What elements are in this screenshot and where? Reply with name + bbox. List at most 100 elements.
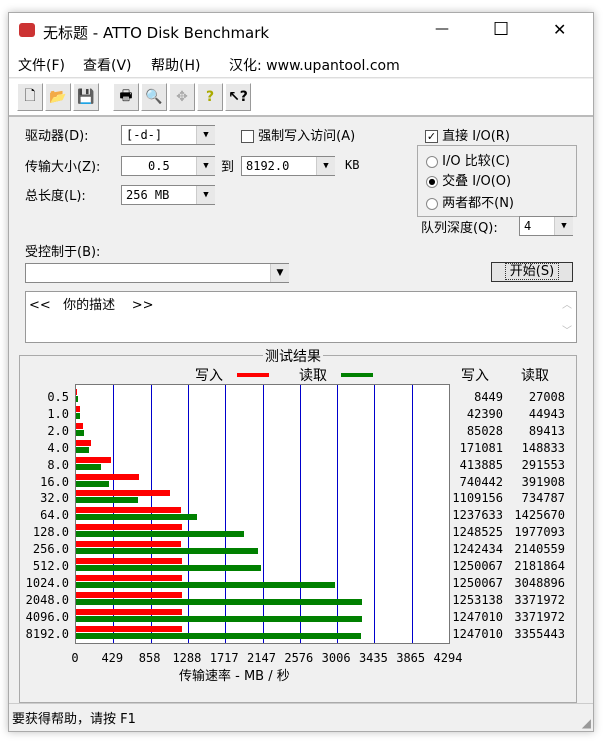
- x-tick-label: 0: [71, 651, 79, 665]
- chevron-down-icon[interactable]: ▼: [196, 126, 215, 144]
- read-value: 1977093: [514, 525, 565, 540]
- x-tick-label: 2147: [247, 651, 276, 665]
- read-value: 148833: [521, 440, 565, 455]
- x-tick-label: 3006: [321, 651, 351, 665]
- total-length-select[interactable]: 256 MB ▼: [121, 185, 215, 205]
- status-text: 要获得帮助，请按 F1: [12, 712, 136, 727]
- status-bar: 要获得帮助，请按 F1 ◢: [9, 703, 593, 732]
- checkbox-icon[interactable]: [241, 130, 254, 143]
- open-icon[interactable]: 📂: [45, 83, 71, 111]
- force-write-checkbox[interactable]: 强制写入访问(A): [241, 125, 355, 144]
- write-value: 1247010: [452, 609, 503, 624]
- write-value: 1242434: [452, 542, 503, 557]
- read-value: 3355443: [514, 626, 565, 641]
- write-value: 8449: [474, 390, 503, 404]
- y-tick-label: 2.0: [47, 423, 69, 438]
- start-button[interactable]: 开始(S): [491, 262, 573, 282]
- write-value: 1237633: [452, 508, 503, 523]
- bar-write: [76, 574, 183, 581]
- bar-write: [76, 456, 112, 463]
- checkmark-icon[interactable]: ✓: [425, 130, 438, 143]
- scroll-down-icon[interactable]: ﹀: [562, 326, 572, 337]
- bar-read: [76, 514, 197, 521]
- y-tick-label: 32.0: [40, 491, 69, 506]
- close-button[interactable]: ✕: [553, 20, 567, 39]
- bar-write: [76, 405, 80, 412]
- x-tick-label: 2576: [284, 651, 314, 665]
- x-tick-label: 429: [101, 651, 124, 665]
- y-tick-label: 0.5: [47, 390, 69, 404]
- bar-write: [76, 625, 182, 632]
- grid-line: [187, 385, 189, 643]
- drive-label: 驱动器(D):: [25, 129, 89, 144]
- chevron-down-icon[interactable]: ▼: [270, 264, 289, 282]
- chevron-down-icon[interactable]: ▼: [316, 157, 335, 175]
- print-preview-icon[interactable]: 🔍: [141, 83, 167, 111]
- direct-io-checkbox[interactable]: ✓ 直接 I/O(R): [425, 129, 510, 144]
- bar-read: [76, 615, 363, 622]
- y-tick-label: 8192.0: [25, 626, 69, 641]
- radio-icon[interactable]: [426, 155, 438, 168]
- write-value: 1253138: [452, 592, 503, 607]
- radio-io-compare[interactable]: I/O 比较(C): [426, 150, 510, 169]
- write-value: 42390: [466, 406, 503, 421]
- menu-file[interactable]: 文件(F): [18, 58, 65, 74]
- print-icon[interactable]: 🖶: [113, 83, 139, 111]
- bar-read: [76, 565, 262, 571]
- bar-read: [76, 412, 80, 419]
- y-tick-label: 512.0: [32, 559, 69, 573]
- x-tick-label: 4294: [433, 651, 463, 665]
- bar-write: [76, 422, 84, 429]
- x-axis-label: 传输速率 - MB / 秒: [179, 669, 290, 684]
- radio-overlapped-io[interactable]: ● 交叠 I/O(O): [426, 170, 511, 189]
- y-tick-label: 2048.0: [25, 592, 69, 607]
- bar-write: [76, 507, 181, 514]
- bar-read: [76, 531, 244, 538]
- bar-read: [76, 581, 335, 588]
- x-tick-label: 3865: [396, 651, 426, 665]
- grid-line: [225, 385, 227, 643]
- results-title: 测试结果: [263, 346, 323, 366]
- bar-read: [76, 446, 89, 453]
- menu-help[interactable]: 帮助(H): [151, 58, 201, 74]
- save-icon[interactable]: 💾: [73, 83, 99, 111]
- controlled-by-select[interactable]: ▼: [25, 263, 289, 283]
- drive-select[interactable]: [-d-] ▼: [121, 125, 215, 145]
- bar-write: [76, 439, 91, 446]
- y-tick-label: 128.0: [32, 525, 69, 540]
- bar-write: [76, 541, 182, 548]
- resize-grip-icon[interactable]: ◢: [581, 716, 591, 730]
- read-value: 391908: [521, 474, 565, 489]
- chevron-down-icon[interactable]: ▼: [554, 217, 573, 235]
- x-tick-label: 1288: [172, 651, 202, 665]
- radio-neither[interactable]: 两者都不(N): [426, 192, 514, 211]
- description-textarea[interactable]: << 你的描述 >> ︿ ﹀: [25, 291, 577, 343]
- chevron-down-icon[interactable]: ▼: [196, 186, 215, 204]
- write-value: 1250067: [452, 559, 503, 573]
- radio-icon[interactable]: [426, 197, 438, 210]
- context-help-icon[interactable]: ↖?: [225, 83, 251, 111]
- help-icon[interactable]: ?: [197, 83, 223, 111]
- radio-selected-icon[interactable]: ●: [426, 175, 438, 188]
- legend-write-label: 写入: [195, 368, 223, 384]
- grid-line: [299, 385, 301, 643]
- menu-view[interactable]: 查看(V): [83, 58, 132, 74]
- transfer-to-select[interactable]: 8192.0 ▼: [241, 156, 335, 176]
- new-icon[interactable]: 🗋: [17, 83, 43, 111]
- y-tick-label: 1.0: [47, 406, 69, 421]
- transfer-from-select[interactable]: 0.5 ▼: [121, 156, 215, 176]
- grid-line: [262, 385, 264, 643]
- move-icon[interactable]: ✥: [169, 83, 195, 111]
- minimize-button[interactable]: —: [435, 21, 449, 37]
- bar-read: [76, 632, 361, 639]
- queue-depth-select[interactable]: 4 ▼: [519, 216, 573, 236]
- app-logo-icon: [19, 23, 35, 37]
- grid-line: [150, 385, 152, 643]
- maximize-button[interactable]: ☐: [493, 19, 510, 40]
- chart-plot-area: [75, 384, 450, 644]
- chevron-down-icon[interactable]: ▼: [196, 157, 215, 175]
- write-value: 85028: [466, 423, 503, 438]
- bar-read: [76, 497, 139, 504]
- scroll-up-icon[interactable]: ︿: [562, 300, 572, 311]
- window-title: 无标题 - ATTO Disk Benchmark: [43, 24, 270, 42]
